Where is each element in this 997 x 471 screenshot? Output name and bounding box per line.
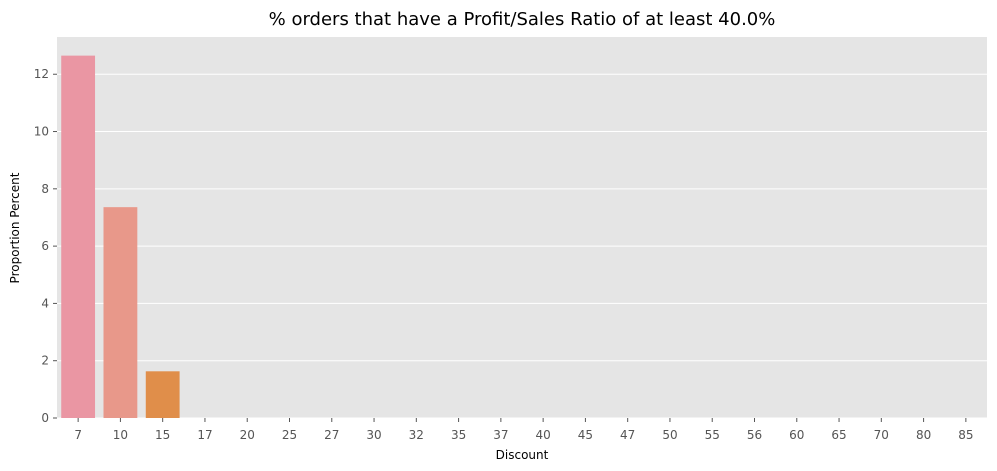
gridlines [57,73,987,419]
x-tick-label: 15 [155,428,170,442]
x-tick-label: 85 [958,428,973,442]
x-tick-label: 10 [113,428,128,442]
chart-title: % orders that have a Profit/Sales Ratio … [269,9,776,30]
x-tick-label: 32 [409,428,424,442]
x-tick-label: 60 [789,428,804,442]
y-tick-label: 6 [41,239,49,253]
y-tick-label: 4 [41,296,49,310]
x-tick-label: 37 [493,428,508,442]
x-tick-label: 55 [705,428,720,442]
x-tick-label: 47 [620,428,635,442]
x-tick-label: 27 [324,428,339,442]
x-tick-label: 35 [451,428,466,442]
bar-discount-7 [61,55,96,418]
x-tick-label: 20 [240,428,255,442]
x-tick-label: 80 [916,428,931,442]
y-axis-label: Proportion Percent [8,172,22,283]
x-tick-label: 56 [747,428,762,442]
x-tick-label: 7 [74,428,82,442]
bar-discount-10 [103,207,138,418]
x-tick-label: 45 [578,428,593,442]
x-tick-label: 50 [662,428,677,442]
bars [61,55,180,418]
y-axis-ticks: 0 2 4 6 8 10 12 [34,67,57,425]
bar-discount-15 [145,371,180,418]
x-tick-label: 30 [366,428,381,442]
x-tick-label: 65 [831,428,846,442]
x-axis-label: Discount [496,448,549,462]
x-tick-label: 17 [197,428,212,442]
y-tick-label: 0 [41,411,49,425]
y-tick-label: 2 [41,354,49,368]
y-tick-label: 10 [34,125,49,139]
plot-background [57,37,987,418]
y-tick-label: 12 [34,67,49,81]
x-tick-label: 70 [874,428,889,442]
x-tick-label: 40 [535,428,550,442]
x-tick-label: 25 [282,428,297,442]
y-tick-label: 8 [41,182,49,196]
x-axis-ticks: 7 10 15 17 20 25 27 30 32 35 37 40 45 47 50 55 56 60 65 70 8… [74,418,974,442]
